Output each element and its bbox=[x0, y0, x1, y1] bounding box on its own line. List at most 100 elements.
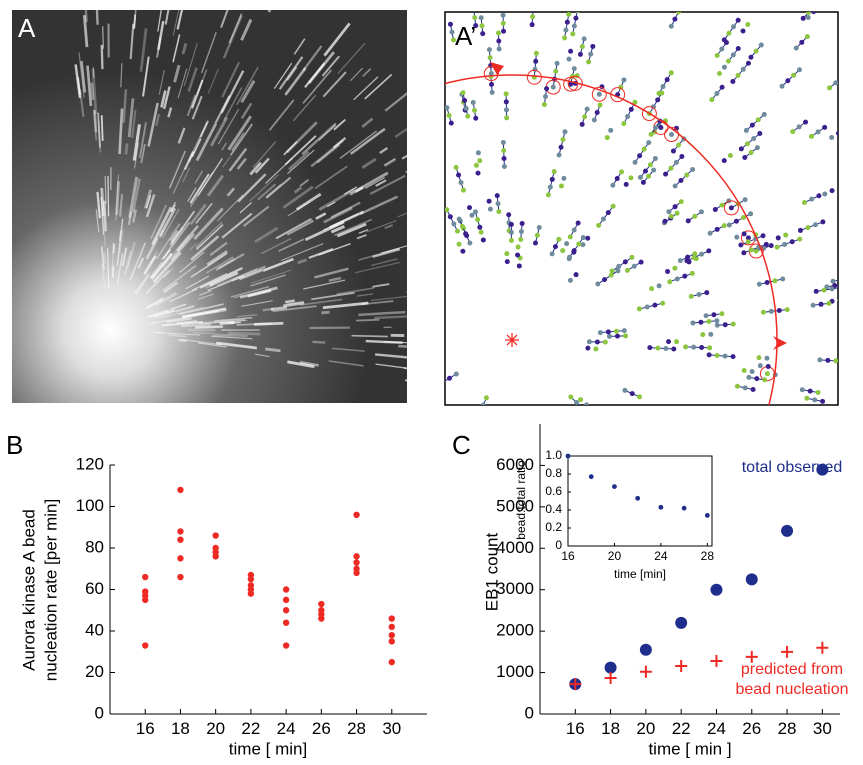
streak bbox=[286, 66, 298, 81]
track-dot bbox=[640, 179, 646, 185]
track-dot bbox=[575, 12, 580, 13]
streak bbox=[140, 143, 146, 164]
track-dot bbox=[636, 306, 642, 312]
track-dot bbox=[500, 12, 506, 18]
streak bbox=[314, 267, 349, 279]
streak bbox=[318, 124, 337, 141]
streak bbox=[257, 0, 261, 3]
streak bbox=[217, 258, 236, 270]
streak bbox=[163, 281, 179, 294]
track-dot bbox=[821, 287, 827, 293]
track-dot bbox=[646, 140, 652, 146]
track-dot bbox=[717, 71, 723, 77]
track bbox=[732, 62, 749, 82]
streak bbox=[176, 320, 198, 324]
track-dot bbox=[829, 135, 835, 141]
streak bbox=[198, 293, 214, 300]
track-dot bbox=[799, 387, 805, 393]
streak bbox=[150, 331, 164, 334]
track-dot bbox=[652, 156, 658, 162]
streak bbox=[166, 317, 192, 324]
track-dot bbox=[805, 225, 811, 231]
track-dot bbox=[741, 250, 747, 256]
streak bbox=[364, 73, 393, 100]
streak bbox=[161, 320, 203, 327]
streak bbox=[414, 202, 428, 208]
streak bbox=[337, 42, 366, 75]
track bbox=[802, 12, 810, 19]
track-dot bbox=[833, 80, 838, 86]
track-dot bbox=[503, 91, 509, 97]
track-dot bbox=[542, 94, 548, 100]
track-dot bbox=[689, 270, 695, 276]
point bbox=[177, 573, 184, 581]
streak bbox=[285, 121, 318, 154]
streak bbox=[254, 226, 279, 243]
streak bbox=[401, 154, 407, 160]
track-dot bbox=[832, 283, 838, 289]
track-dot bbox=[796, 67, 802, 73]
track-dot bbox=[568, 394, 574, 400]
streak bbox=[283, 141, 298, 156]
track-dot bbox=[556, 152, 562, 158]
track-dot bbox=[562, 35, 568, 41]
streak bbox=[227, 321, 241, 324]
track bbox=[446, 209, 458, 232]
point bbox=[681, 505, 687, 511]
track-dot bbox=[447, 214, 453, 220]
track-dot bbox=[470, 99, 476, 105]
streak bbox=[186, 94, 197, 117]
track-dot bbox=[757, 363, 763, 369]
track-dot bbox=[544, 86, 550, 92]
track-dot bbox=[560, 137, 566, 143]
streak bbox=[127, 98, 135, 138]
track-dot bbox=[749, 122, 755, 128]
streak bbox=[191, 138, 202, 158]
track bbox=[692, 320, 717, 324]
track-dot bbox=[501, 164, 507, 170]
y-tick-label: 20 bbox=[85, 662, 104, 681]
streak bbox=[160, 221, 191, 261]
streak bbox=[84, 10, 88, 22]
track-dot bbox=[480, 402, 486, 405]
track-dot bbox=[811, 12, 817, 15]
track-dot bbox=[741, 215, 747, 221]
track-dot bbox=[706, 318, 712, 324]
track-dot bbox=[820, 398, 826, 404]
point bbox=[816, 463, 829, 476]
y-tick-label: 0 bbox=[525, 703, 534, 722]
track-dot bbox=[840, 75, 845, 80]
track-dot bbox=[707, 230, 713, 236]
track-dot bbox=[480, 31, 486, 37]
streak bbox=[318, 243, 351, 256]
point bbox=[353, 511, 360, 518]
x-tick-label: 22 bbox=[241, 719, 260, 738]
track-dot bbox=[638, 259, 644, 265]
track-dot bbox=[731, 24, 737, 30]
track-dot bbox=[685, 218, 691, 224]
streak bbox=[408, 346, 421, 347]
track-dot bbox=[568, 81, 574, 87]
track-dot bbox=[708, 331, 714, 337]
streak bbox=[354, 261, 401, 274]
track-dot bbox=[594, 110, 600, 116]
streak bbox=[229, 123, 253, 156]
point bbox=[177, 486, 184, 494]
track-dot bbox=[833, 358, 838, 364]
track-dot bbox=[696, 292, 702, 298]
point bbox=[635, 495, 641, 501]
streak bbox=[216, 194, 244, 222]
track-dot bbox=[606, 333, 612, 339]
track-dot bbox=[730, 78, 736, 84]
point bbox=[282, 619, 290, 626]
track-dot bbox=[745, 235, 751, 241]
streak bbox=[103, 235, 106, 247]
track-dot bbox=[768, 308, 774, 314]
y-axis-label: EB1 count bbox=[482, 533, 501, 612]
streak bbox=[236, 157, 247, 170]
streak bbox=[116, 253, 124, 285]
y-tick-label: 100 bbox=[76, 496, 104, 515]
x-tick-label: 24 bbox=[277, 719, 296, 738]
streak bbox=[100, 246, 105, 271]
track-dot bbox=[623, 181, 629, 187]
